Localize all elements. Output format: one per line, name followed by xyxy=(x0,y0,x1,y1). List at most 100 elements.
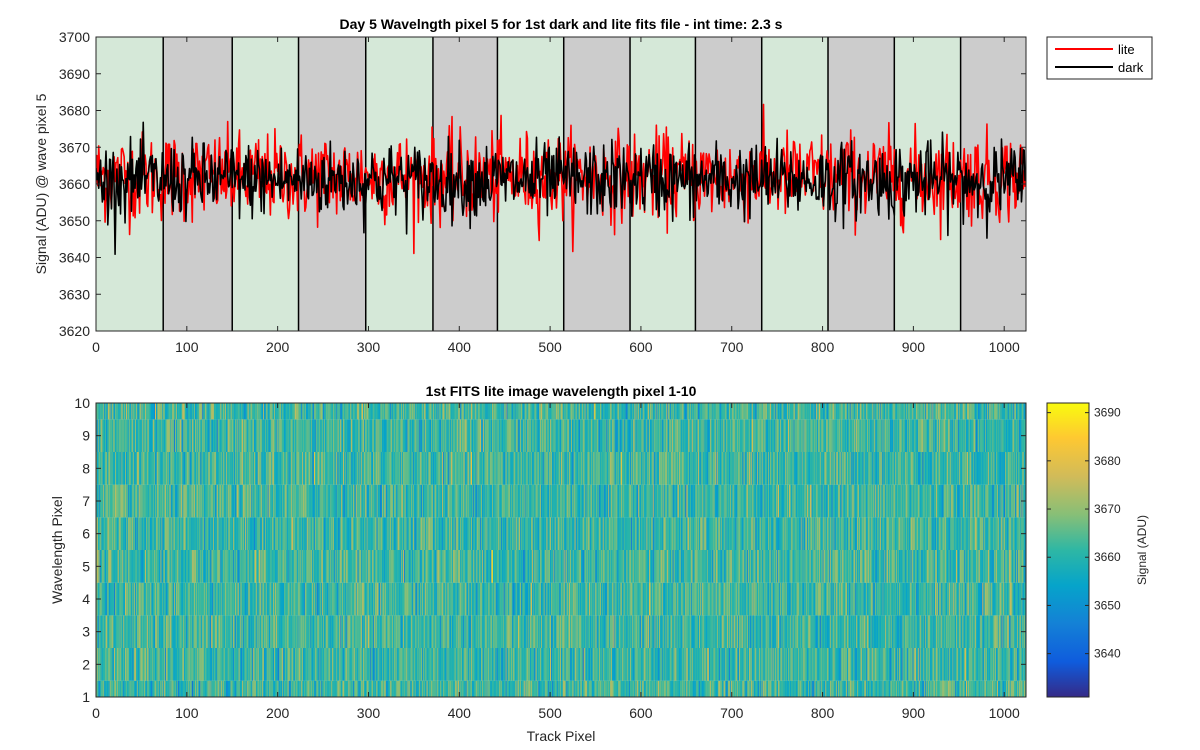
heatmap-cell xyxy=(439,680,441,697)
heatmap-cell xyxy=(757,648,759,681)
heatmap-cell xyxy=(650,582,652,616)
heatmap-cell xyxy=(523,615,526,648)
heatmap-cell xyxy=(503,550,506,583)
heatmap-cell xyxy=(821,615,823,648)
heatmap-cell xyxy=(773,550,775,583)
heatmap-cell xyxy=(390,680,392,697)
y-tick-label: 3640 xyxy=(59,250,90,266)
heatmap-cell xyxy=(339,680,341,697)
heatmap-cell xyxy=(515,582,517,616)
heatmap-cell xyxy=(974,648,976,681)
heatmap-cell xyxy=(805,550,807,583)
heatmap-cell xyxy=(225,582,228,616)
heatmap-cell xyxy=(802,550,804,583)
heatmap-cell xyxy=(364,582,367,616)
heatmap-cell xyxy=(544,615,546,648)
heatmap-cell xyxy=(371,550,373,583)
heatmap-cell xyxy=(936,648,938,681)
heatmap-cell xyxy=(209,680,211,697)
heatmap-cell xyxy=(289,680,291,697)
heatmap-cell xyxy=(552,550,555,583)
heatmap-cell xyxy=(405,550,408,583)
heatmap-cell xyxy=(111,582,113,616)
heatmap-cell xyxy=(129,680,131,697)
heatmap-cell xyxy=(139,680,141,697)
heatmap-cell xyxy=(436,550,438,583)
heatmap-cell xyxy=(131,615,133,648)
heatmap-cell xyxy=(173,582,175,616)
heatmap-cell xyxy=(667,680,669,697)
heatmap-cell xyxy=(878,582,881,616)
heatmap-cell xyxy=(726,582,728,616)
heatmap-cell xyxy=(337,680,339,697)
heatmap-cell xyxy=(177,648,180,681)
heatmap-cell xyxy=(383,648,386,681)
heatmap-cell xyxy=(741,615,744,648)
heatmap-cell xyxy=(393,615,396,648)
heatmap-cell xyxy=(276,615,279,648)
heatmap-cell xyxy=(387,550,389,583)
heatmap-cell xyxy=(544,680,546,697)
heatmap-cell xyxy=(480,615,482,648)
heatmap-cell xyxy=(696,582,698,616)
heatmap-cell xyxy=(486,680,488,697)
heatmap-cell xyxy=(442,550,444,583)
heatmap-cell xyxy=(659,615,662,648)
heatmap-cell xyxy=(761,582,764,616)
heatmap-cell xyxy=(620,550,623,583)
heatmap-cell xyxy=(732,582,734,616)
heatmap-cell xyxy=(973,680,975,697)
heatmap-cell xyxy=(850,615,853,648)
heatmap-cell xyxy=(893,615,895,648)
heatmap-cell xyxy=(383,615,386,648)
heatmap-cell xyxy=(181,680,183,697)
heatmap-cell xyxy=(680,615,683,648)
heatmap-cell xyxy=(650,550,653,583)
heatmap-cell xyxy=(416,615,418,648)
heatmap-cell xyxy=(883,582,885,616)
heatmap-cell xyxy=(151,615,153,648)
heatmap-cell xyxy=(715,615,717,648)
heatmap-cell xyxy=(655,680,657,697)
heatmap-cell xyxy=(246,648,249,681)
heatmap-cell xyxy=(452,582,454,616)
heatmap-cell xyxy=(226,648,229,681)
heatmap-cell xyxy=(224,550,226,583)
heatmap-cell xyxy=(804,615,806,648)
heatmap-cell xyxy=(249,615,251,648)
heatmap-cell xyxy=(417,550,419,583)
heatmap-cell xyxy=(779,615,782,648)
heatmap-cell xyxy=(987,615,990,648)
heatmap-cell xyxy=(840,615,843,648)
heatmap-cell xyxy=(495,550,497,583)
heatmap-cell xyxy=(984,582,986,616)
heatmap-cell xyxy=(272,680,274,697)
heatmap-cell xyxy=(199,648,201,681)
heatmap-cell xyxy=(464,680,467,697)
heatmap-cell xyxy=(442,550,445,583)
heatmap-cell xyxy=(108,615,111,648)
heatmap-cell xyxy=(139,615,141,648)
heatmap-cell xyxy=(997,648,1000,681)
heatmap-cell xyxy=(542,648,545,681)
heatmap-cell xyxy=(600,648,603,681)
heatmap-cell xyxy=(679,680,681,697)
heatmap-cell xyxy=(266,582,269,616)
heatmap-cell xyxy=(719,615,722,648)
heatmap-cell xyxy=(782,680,784,697)
heatmap-cell xyxy=(684,582,686,616)
heatmap-cell xyxy=(104,615,106,648)
heatmap-cell xyxy=(507,680,509,697)
heatmap-cell xyxy=(590,582,592,616)
heatmap-cell xyxy=(583,680,586,697)
heatmap-cell xyxy=(972,648,974,681)
heatmap-cell xyxy=(716,648,718,681)
heatmap-cell xyxy=(568,550,570,583)
heatmap-cell xyxy=(111,680,113,697)
heatmap-cell xyxy=(546,582,548,616)
heatmap-cell xyxy=(221,550,223,583)
heatmap-cell xyxy=(217,615,220,648)
heatmap-cell xyxy=(194,680,196,697)
heatmap-cell xyxy=(128,615,131,648)
heatmap-cell xyxy=(284,582,286,616)
